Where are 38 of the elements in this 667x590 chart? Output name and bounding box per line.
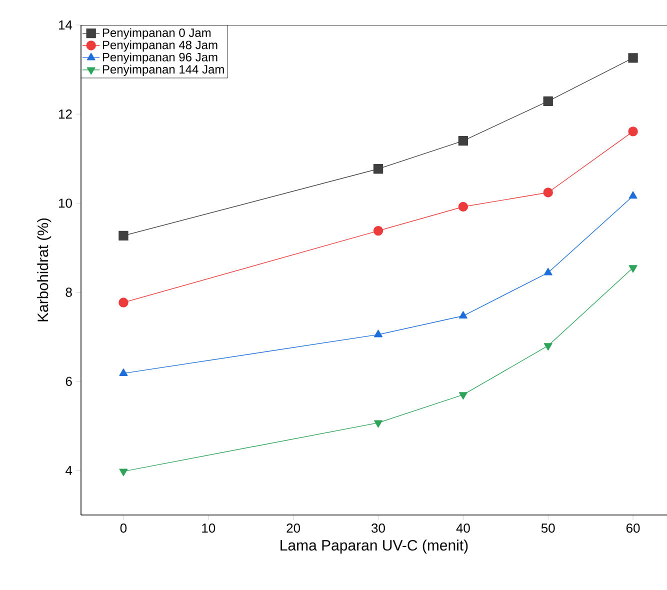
legend-label: Penyimpanan 0 Jam xyxy=(102,28,211,40)
point xyxy=(628,265,638,273)
y-tick-label: 6 xyxy=(66,376,72,386)
point xyxy=(628,53,638,63)
y-tick-label: 12 xyxy=(58,110,72,119)
x-tick-label: 50 xyxy=(541,524,555,533)
y-tick-label: 10 xyxy=(58,198,72,208)
legend-label: Penyimpanan 96 Jam xyxy=(102,52,218,64)
legend-label: Penyimpanan 144 Jam xyxy=(102,64,224,76)
point xyxy=(544,343,552,351)
point xyxy=(458,136,468,146)
legend-label: Penyimpanan 48 Jam xyxy=(102,40,218,52)
point xyxy=(458,311,468,318)
point xyxy=(543,188,553,198)
point xyxy=(119,468,128,476)
y-tick-label: 8 xyxy=(66,288,72,297)
y-tick-label: 4 xyxy=(66,466,72,475)
x-tick-label: 20 xyxy=(286,524,300,533)
point xyxy=(544,268,552,276)
point xyxy=(373,226,384,236)
x-tick-label: 40 xyxy=(456,524,470,533)
point xyxy=(373,164,384,174)
y-tick-label: 14 xyxy=(58,20,72,30)
point xyxy=(374,420,382,428)
point xyxy=(458,392,468,400)
x-tick-label: 60 xyxy=(626,524,640,533)
y-axis-title: Karbohidrat (%) xyxy=(37,218,52,322)
point xyxy=(458,202,468,212)
point xyxy=(118,230,128,241)
point xyxy=(543,96,553,106)
x-tick-label: 30 xyxy=(372,524,385,533)
x-tick-label: 10 xyxy=(202,524,216,533)
x-axis-title: Lama Paparan UV-C (menit) xyxy=(280,540,468,554)
x-tick-label: 0 xyxy=(120,524,127,533)
point xyxy=(628,126,638,136)
point xyxy=(628,191,638,199)
point xyxy=(118,298,128,308)
point xyxy=(374,330,382,338)
